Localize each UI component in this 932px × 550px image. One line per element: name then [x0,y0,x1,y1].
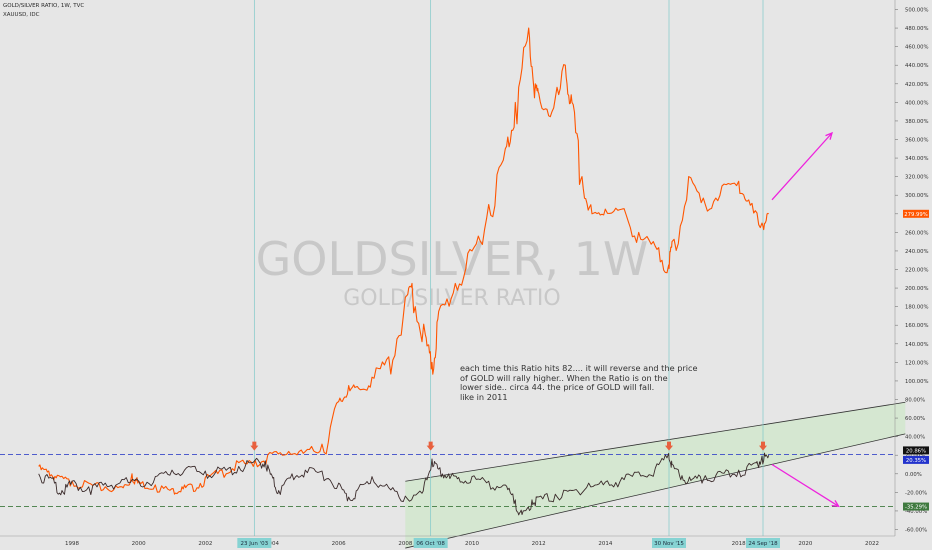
compare-symbol: XAUUSD, IDC [3,12,40,18]
annotation-line: each time this Ratio hits 82.... it will… [460,363,698,373]
trend-channel[interactable] [405,401,906,549]
y-tick-label: 260.00% [905,230,929,236]
trend-arrow-up [771,132,833,201]
event-date-tag [746,538,780,548]
y-tick-label: 100.00% [905,379,929,385]
y-tick-label: 320.00% [905,175,929,181]
y-tick-label: 300.00% [905,193,929,199]
annotation-line: of GOLD will rally higher.. When the Rat… [460,372,668,383]
y-tick-label: 220.00% [905,268,929,274]
ratio-series-line [38,452,770,516]
drawn-arrows[interactable] [250,131,840,508]
x-tick-label: 2022 [865,541,879,547]
x-tick-label: 2004 [265,541,279,547]
y-tick-label: 0.00% [905,472,922,478]
y-tick-label: 160.00% [905,323,929,329]
y-tick-label: -60.00% [905,528,927,534]
y-tick-label: 140.00% [905,342,929,348]
price-tag [903,455,929,464]
event-date-tag [652,538,686,548]
down-arrow-icon [759,441,767,451]
channel-upper-line [405,401,906,482]
event-date-tag [413,538,448,548]
y-tick-label: 440.00% [905,63,929,69]
y-tick-label: 40.00% [905,435,925,441]
x-tick-label: 2010 [465,541,479,547]
price-tag [903,446,929,455]
x-tick-label: 2018 [732,541,746,547]
price-tag [903,209,929,218]
y-tick-label: 200.00% [905,286,929,292]
y-tick-label: 240.00% [905,249,929,255]
price-tag-label: -35.29% [905,505,927,511]
watermark-sub: GOLD/SILVER RATIO [343,286,560,311]
event-date-label: 23 Jun '03 [241,541,269,547]
price-tag-label: 279.99% [904,212,928,218]
arrow-head-icon [831,500,840,508]
y-tick-label: 80.00% [905,398,925,404]
arrow-head-icon [825,131,833,140]
y-tick-label: 360.00% [905,138,929,144]
channel-lower-line [405,433,906,549]
x-tick-label: 2006 [332,541,346,547]
price-tag-label: 20.35% [906,458,926,464]
event-date-label: 30 Nov '15 [654,541,684,547]
trend-arrow-down [771,463,840,507]
x-tick-label: 1998 [65,541,79,547]
down-arrow-icon [426,441,435,451]
y-tick-label: 380.00% [905,119,929,125]
axis-tags: 23 Jun '03 06 Oct '08 30 Nov '15 24 Sep '18… [237,209,929,548]
series-lines [38,27,770,516]
x-tick-label: 2014 [598,541,612,547]
watermark-main: GOLDSILVER, 1W [256,232,649,286]
y-tick-label: -40.00% [905,509,927,515]
horizontal-levels [0,453,895,508]
price-tag [903,502,929,511]
y-tick-label: 480.00% [905,26,929,32]
annotation-note[interactable]: each time this Ratio hits 82.... it will… [460,363,750,402]
event-date-label: 24 Sep '18 [748,541,778,547]
y-tick-label: 420.00% [905,82,929,88]
gold-series-line [38,27,769,495]
y-tick-label: 180.00% [905,305,929,311]
y-tick-label: 120.00% [905,360,929,366]
event-date-tag [237,538,272,548]
annotation-line: lower side.. circa 44. the price of GOLD… [460,382,655,393]
price-axis[interactable]: 500.00% 480.00% 460.00% 440.00% 420.00% 400.0… [894,0,929,536]
x-tick-label: 2020 [798,541,812,547]
watermark: GOLDSILVER, 1W GOLD/SILVER RATIO [256,232,649,311]
event-date-label: 06 Oct '08 [416,541,445,547]
y-tick-label: 460.00% [905,45,929,51]
x-tick-label: 2008 [398,541,412,547]
symbol-title: GOLD/SILVER RATIO, 1W, TVC [3,3,85,9]
down-arrow-icon [665,441,673,451]
time-axis[interactable]: 1998200020022004200620082010201220142016… [0,535,895,547]
channel-fill [405,402,906,549]
y-tick-label: 500.00% [905,8,929,14]
annotation-line: like in 2011 [460,391,508,402]
x-tick-label: 2002 [198,541,212,547]
price-tag-label: 20.86% [906,448,926,454]
y-tick-label: 60.00% [905,416,925,422]
y-tick-label: -20.00% [905,490,927,496]
x-tick-label: 2000 [132,541,146,547]
down-arrow-icon [250,441,259,451]
x-tick-label: 2012 [532,541,546,547]
y-tick-label: 400.00% [905,100,929,106]
y-tick-label: 340.00% [905,156,929,162]
